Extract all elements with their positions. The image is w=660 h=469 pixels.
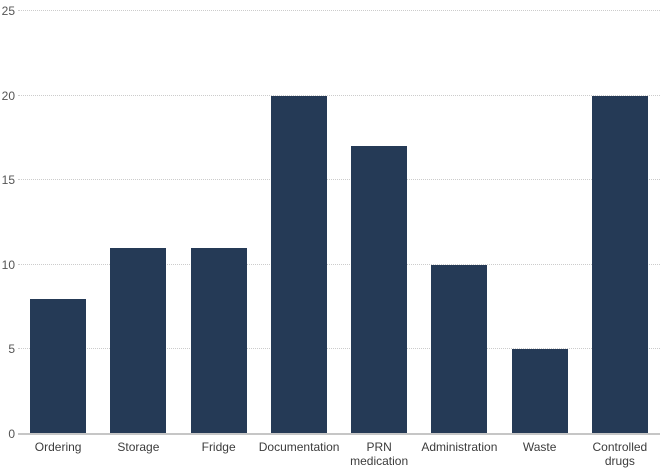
bar-controlled-drugs	[591, 95, 648, 434]
bar-ordering	[30, 298, 86, 434]
y-tick-label-10: 10	[1, 257, 15, 272]
gridline-y-25	[18, 10, 660, 11]
gridline-y-5	[18, 348, 660, 350]
y-tick-label-20: 20	[1, 88, 15, 103]
y-axis-labels: 0 5 10 15 20 25	[0, 5, 15, 440]
x-tick-label-controlled-drugs: Controlled drugs	[592, 440, 648, 469]
x-tick-label-administration: Administration	[421, 440, 498, 454]
bar-storage	[110, 247, 167, 434]
gridline-y-15	[18, 179, 660, 181]
bar-fridge	[190, 247, 247, 434]
x-tick-label-prn-medication: PRN medication	[350, 440, 409, 469]
gridline-y-10	[18, 263, 660, 265]
y-tick-label-25: 25	[1, 4, 15, 18]
plot-area	[18, 10, 660, 435]
bar-waste	[511, 349, 568, 434]
bar-prn-medication	[351, 146, 407, 434]
y-tick-label-0: 0	[8, 427, 15, 441]
bar-documentation	[270, 95, 327, 434]
gridline-y-20	[18, 94, 660, 96]
x-tick-label-waste: Waste	[522, 440, 557, 454]
x-tick-label-documentation: Documentation	[258, 440, 340, 454]
x-axis-line	[18, 433, 660, 435]
x-tick-label-ordering: Ordering	[34, 440, 82, 454]
x-tick-label-fridge: Fridge	[201, 440, 236, 454]
x-tick-label-storage: Storage	[117, 440, 160, 454]
y-tick-label-15: 15	[1, 173, 15, 188]
x-axis-labels: Ordering Storage Fridge Documentation PRN me…	[18, 440, 660, 469]
y-tick-label-5: 5	[8, 342, 15, 357]
bar-administration	[431, 264, 488, 434]
